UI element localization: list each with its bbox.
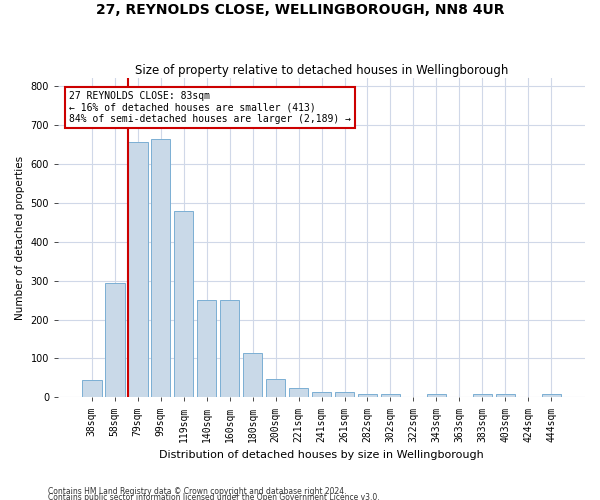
Title: Size of property relative to detached houses in Wellingborough: Size of property relative to detached ho…: [135, 64, 508, 77]
Bar: [335, 392, 354, 398]
Text: 27, REYNOLDS CLOSE, WELLINGBOROUGH, NN8 4UR: 27, REYNOLDS CLOSE, WELLINGBOROUGH, NN8 …: [96, 2, 504, 16]
Bar: [358, 394, 377, 398]
X-axis label: Distribution of detached houses by size in Wellingborough: Distribution of detached houses by size …: [159, 450, 484, 460]
Bar: [220, 300, 239, 398]
Bar: [243, 352, 262, 398]
Text: Contains public sector information licensed under the Open Government Licence v3: Contains public sector information licen…: [48, 492, 380, 500]
Bar: [427, 394, 446, 398]
Bar: [82, 380, 101, 398]
Bar: [128, 142, 148, 398]
Text: Contains HM Land Registry data © Crown copyright and database right 2024.: Contains HM Land Registry data © Crown c…: [48, 487, 347, 496]
Bar: [496, 394, 515, 398]
Bar: [105, 284, 125, 398]
Text: 27 REYNOLDS CLOSE: 83sqm
← 16% of detached houses are smaller (413)
84% of semi-: 27 REYNOLDS CLOSE: 83sqm ← 16% of detach…: [68, 91, 350, 124]
Bar: [473, 394, 492, 398]
Bar: [312, 392, 331, 398]
Bar: [266, 378, 286, 398]
Y-axis label: Number of detached properties: Number of detached properties: [15, 156, 25, 320]
Bar: [381, 394, 400, 398]
Bar: [542, 394, 561, 398]
Bar: [174, 212, 193, 398]
Bar: [289, 388, 308, 398]
Bar: [151, 138, 170, 398]
Bar: [197, 300, 217, 398]
